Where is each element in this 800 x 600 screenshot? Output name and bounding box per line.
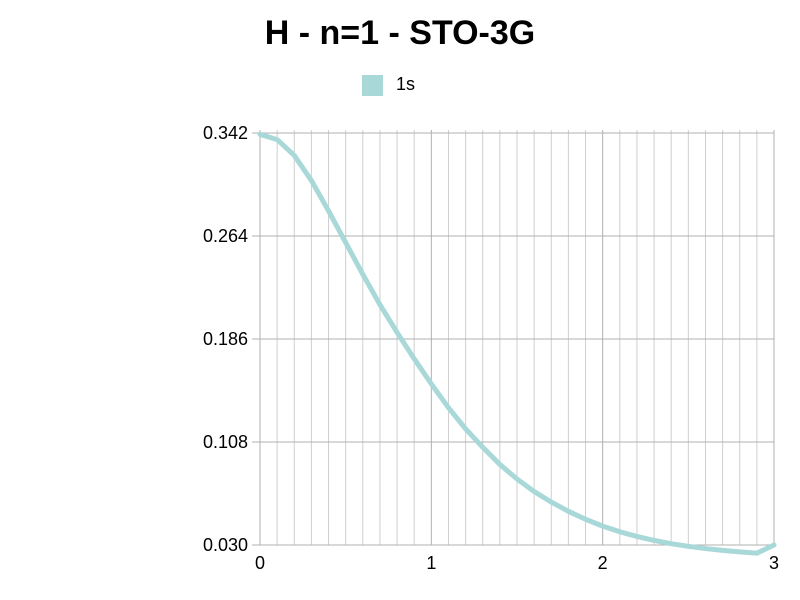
legend-swatch — [362, 75, 383, 96]
series-layer — [257, 131, 777, 556]
x-tick-label: 3 — [769, 553, 779, 573]
legend: 1s — [362, 74, 415, 96]
y-tick-label: 0.108 — [203, 432, 248, 452]
x-tick-label: 2 — [598, 553, 608, 573]
chart-title: H - n=1 - STO-3G — [264, 14, 536, 52]
x-tick-label: 1 — [426, 553, 436, 573]
series-line-1s — [257, 131, 777, 556]
tick-labels: 0.342 0.264 0.186 0.108 0.030 0 1 2 3 — [203, 123, 779, 573]
y-tick-label: 0.186 — [203, 329, 248, 349]
legend-label: 1s — [396, 74, 415, 94]
y-tick-label: 0.030 — [203, 535, 248, 555]
grid-lines — [252, 130, 775, 546]
x-tick-label: 0 — [255, 553, 265, 573]
y-tick-label: 0.264 — [203, 226, 248, 246]
y-tick-label: 0.342 — [203, 123, 248, 143]
